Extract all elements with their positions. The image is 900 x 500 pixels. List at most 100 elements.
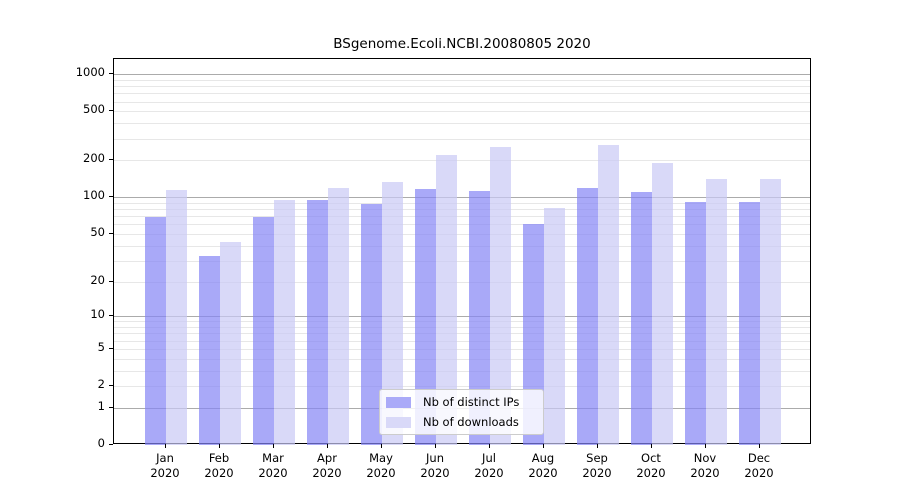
x-tick-year: 2020 <box>150 466 180 480</box>
y-tick-label: 1 <box>97 398 105 413</box>
x-tick-label: May 2020 <box>353 451 409 481</box>
legend-label-downloads: Nb of downloads <box>423 415 519 429</box>
gridline-minor <box>114 93 810 95</box>
gridline-minor <box>114 209 810 211</box>
x-tick <box>759 444 760 448</box>
x-tick-month: Aug <box>531 451 555 465</box>
gridline-minor <box>114 216 810 218</box>
y-tick <box>109 347 113 349</box>
gridline-minor <box>114 386 810 388</box>
x-tick-label: Dec 2020 <box>731 451 787 481</box>
x-tick-month: Dec <box>747 451 771 465</box>
gridline-minor <box>114 160 810 162</box>
x-tick-year: 2020 <box>204 466 234 480</box>
bar-distinct-ips-oct <box>630 192 652 445</box>
gridline-minor <box>114 245 810 247</box>
y-tick-label: 500 <box>83 102 105 117</box>
y-tick-label: 50 <box>90 225 105 240</box>
x-tick-label: Aug 2020 <box>515 451 571 481</box>
bar-downloads-aug <box>544 207 566 445</box>
y-tick-label: 0 <box>97 436 105 450</box>
y-tick <box>109 385 113 387</box>
bar-downloads-mar <box>274 199 296 445</box>
bar-downloads-sep <box>598 144 620 445</box>
x-tick-year: 2020 <box>690 466 720 480</box>
x-tick-label: Oct 2020 <box>623 451 679 481</box>
y-tick <box>109 444 113 445</box>
gridline-minor <box>114 202 810 204</box>
gridline-minor <box>114 138 810 140</box>
y-tick <box>109 196 113 198</box>
x-tick-year: 2020 <box>474 466 504 480</box>
gridline-minor <box>114 79 810 81</box>
x-tick <box>705 444 706 448</box>
y-tick-label: 1000 <box>75 65 105 80</box>
y-tick-label: 10 <box>90 307 105 322</box>
gridline-major <box>114 197 810 199</box>
bar-distinct-ips-sep <box>576 187 598 445</box>
gridline-minor <box>114 260 810 262</box>
gridline-minor <box>114 111 810 113</box>
x-tick-label: Jun 2020 <box>407 451 463 481</box>
x-tick-month: May <box>369 451 393 465</box>
y-tick-label: 5 <box>97 339 105 354</box>
legend-item-downloads: Nb of downloads <box>386 412 543 432</box>
y-tick <box>109 159 113 161</box>
gridline-minor <box>114 234 810 236</box>
x-tick <box>651 444 652 448</box>
legend: Nb of distinct IPs Nb of downloads <box>379 389 544 435</box>
x-tick-year: 2020 <box>636 466 666 480</box>
bar-downloads-apr <box>328 187 350 445</box>
y-tick-label: 200 <box>83 151 105 166</box>
gridline-minor <box>114 224 810 226</box>
bar-downloads-nov <box>706 179 728 445</box>
bar-distinct-ips-jun <box>414 188 436 445</box>
bar-distinct-ips-may <box>360 204 382 445</box>
x-tick <box>165 444 166 448</box>
bar-downloads-feb <box>220 241 242 445</box>
gridline-major <box>114 74 810 76</box>
bar-downloads-jun <box>436 154 458 445</box>
gridline-minor <box>114 327 810 329</box>
bar-distinct-ips-jan <box>144 217 166 445</box>
x-tick-label: Feb 2020 <box>191 451 247 481</box>
legend-swatch-downloads <box>386 416 411 428</box>
x-tick-year: 2020 <box>258 466 288 480</box>
x-tick-label: Mar 2020 <box>245 451 301 481</box>
x-tick-year: 2020 <box>420 466 450 480</box>
x-tick-month: Mar <box>262 451 284 465</box>
gridline-minor <box>114 281 810 283</box>
x-tick <box>435 444 436 448</box>
x-tick-month: Sep <box>586 451 608 465</box>
y-tick <box>109 233 113 235</box>
y-tick-label: 20 <box>90 272 105 287</box>
bar-downloads-oct <box>652 162 674 445</box>
gridline-minor <box>114 333 810 335</box>
x-tick-month: Nov <box>693 451 717 465</box>
chart-title: BSgenome.Ecoli.NCBI.20080805 2020 <box>333 36 591 52</box>
x-tick <box>543 444 544 448</box>
bar-distinct-ips-nov <box>684 201 706 445</box>
x-tick <box>219 444 220 448</box>
y-tick <box>109 315 113 317</box>
plot-area <box>113 58 811 445</box>
y-tick-label: 100 <box>83 188 105 203</box>
x-tick-label: Sep 2020 <box>569 451 625 481</box>
x-tick-label: Nov 2020 <box>677 451 733 481</box>
legend-item-distinct-ips: Nb of distinct IPs <box>386 392 543 412</box>
gridline-minor <box>114 358 810 360</box>
x-tick-label: Jan 2020 <box>137 451 193 481</box>
gridline-minor <box>114 123 810 125</box>
x-tick-label: Jul 2020 <box>461 451 517 481</box>
x-tick <box>273 444 274 448</box>
x-tick <box>489 444 490 448</box>
gridline-minor <box>114 370 810 372</box>
bar-distinct-ips-jul <box>468 190 490 445</box>
bar-downloads-may <box>382 181 404 445</box>
gridline-minor <box>114 348 810 350</box>
bar-downloads-jul <box>490 147 512 445</box>
x-tick-month: Oct <box>641 451 661 465</box>
bar-downloads-dec <box>760 178 782 445</box>
x-tick <box>381 444 382 448</box>
x-tick-month: Feb <box>208 451 230 465</box>
